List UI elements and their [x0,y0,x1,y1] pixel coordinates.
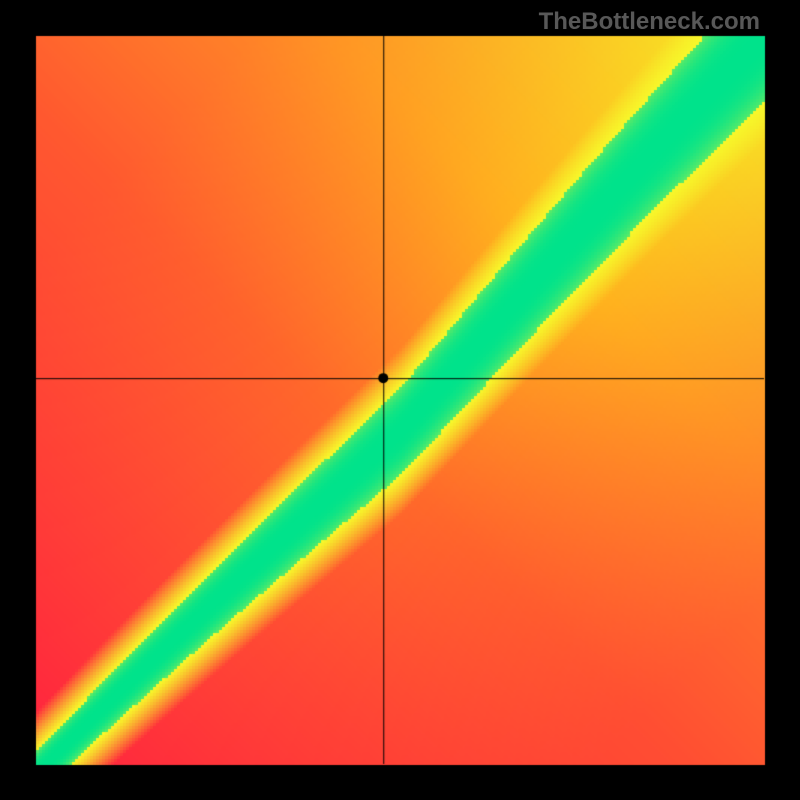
chart-container: TheBottleneck.com [0,0,800,800]
bottleneck-heatmap [0,0,800,800]
watermark-text: TheBottleneck.com [539,8,760,36]
